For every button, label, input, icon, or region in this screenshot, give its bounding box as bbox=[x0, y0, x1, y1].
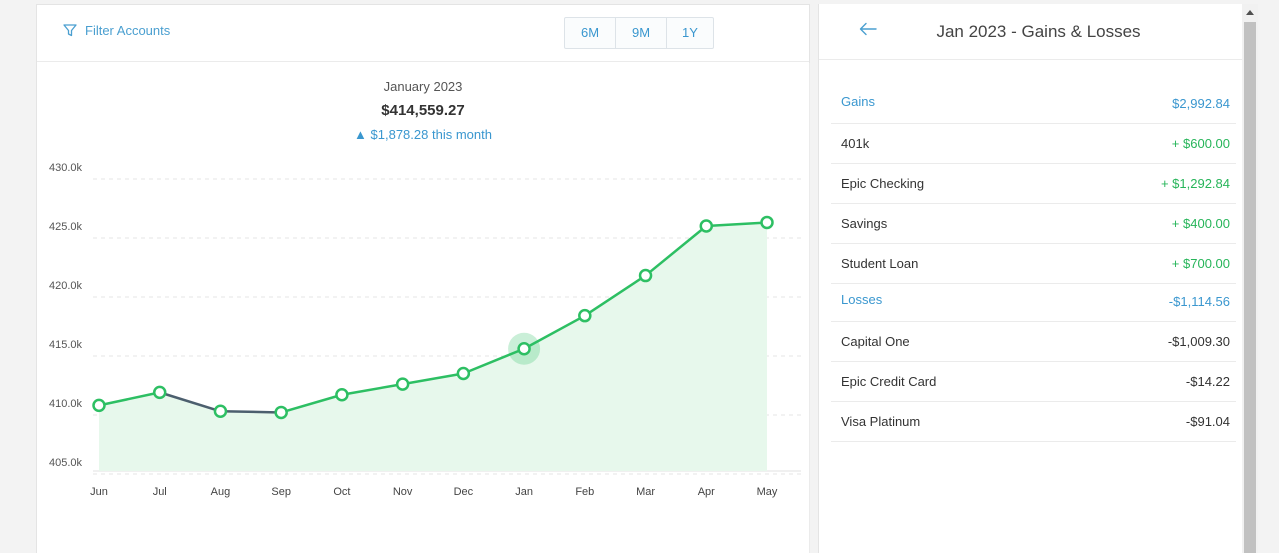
x-tick-label: Mar bbox=[636, 486, 655, 498]
row-label: Savings bbox=[841, 216, 888, 231]
x-tick-label: Apr bbox=[698, 486, 715, 498]
account-row: 401k + $600.00 bbox=[831, 124, 1236, 164]
section-row: Gains $2,992.84 bbox=[831, 86, 1236, 124]
range-1y-button[interactable]: 1Y bbox=[682, 25, 698, 40]
row-label: 401k bbox=[841, 136, 870, 151]
back-button[interactable] bbox=[859, 22, 877, 41]
account-row: Capital One -$1,009.30 bbox=[831, 322, 1236, 362]
net-worth-chart[interactable]: 430.0k 425.0k 420.0k 415.0k 410.0k 405.0k Jun J… bbox=[1, 1, 813, 550]
row-label: Gains bbox=[841, 94, 875, 109]
scroll-up-arrow-icon[interactable] bbox=[1246, 10, 1254, 15]
page-scrollbar[interactable] bbox=[1242, 4, 1258, 553]
account-row: Epic Checking + $1,292.84 bbox=[831, 164, 1236, 204]
data-point bbox=[152, 385, 167, 400]
data-point bbox=[578, 308, 592, 323]
net-worth-panel: Filter Accounts 6M 9M 1Y January 2023 $4… bbox=[36, 4, 810, 553]
account-row: Epic Credit Card -$14.22 bbox=[831, 362, 1236, 402]
y-tick-label: 425.0k bbox=[49, 221, 83, 233]
gains-losses-title: Jan 2023 - Gains & Losses bbox=[936, 22, 1141, 41]
summary-period: January 2023 bbox=[383, 79, 463, 94]
x-tick-label: Sep bbox=[271, 486, 291, 498]
data-point bbox=[456, 366, 471, 381]
x-tick-label: Jul bbox=[153, 486, 167, 498]
row-value: -$1,114.56 bbox=[1168, 294, 1230, 309]
chart-summary: January 2023 $414,559.27 ▲ $1,878.28 thi… bbox=[37, 79, 809, 142]
series-line-segment bbox=[644, 224, 708, 277]
filter-accounts-button[interactable]: Filter Accounts bbox=[63, 23, 170, 38]
series-line-segment bbox=[279, 393, 344, 414]
section-row: Losses -$1,114.56 bbox=[831, 284, 1236, 322]
row-value: $2,992.84 bbox=[1172, 96, 1230, 111]
y-tick-label: 410.0k bbox=[49, 398, 83, 410]
arrow-left-icon bbox=[859, 22, 877, 36]
account-row: Savings + $400.00 bbox=[831, 204, 1236, 244]
summary-change: ▲ $1,878.28 this month bbox=[354, 127, 492, 142]
data-point bbox=[638, 268, 653, 283]
chart-toolbar: Filter Accounts 6M 9M 1Y bbox=[37, 5, 809, 62]
row-value: -$14.22 bbox=[1185, 374, 1230, 389]
x-tick-label: Feb bbox=[575, 486, 594, 498]
data-point bbox=[699, 219, 714, 233]
gains-losses-panel: Jan 2023 - Gains & Losses Gains $2,992.84… bbox=[818, 4, 1242, 553]
series-line-segment bbox=[522, 314, 587, 350]
y-tick-label: 420.0k bbox=[49, 280, 83, 292]
data-point bbox=[395, 377, 410, 391]
data-point bbox=[335, 387, 349, 402]
x-tick-label: Aug bbox=[211, 486, 231, 498]
data-point bbox=[760, 215, 774, 230]
panel-divider bbox=[809, 63, 810, 553]
row-label: Capital One bbox=[841, 334, 910, 349]
filter-icon bbox=[63, 24, 77, 37]
row-label: Visa Platinum bbox=[841, 414, 921, 429]
series-line-segment bbox=[401, 372, 465, 386]
data-point bbox=[213, 404, 228, 419]
x-tick-label: Jan bbox=[515, 486, 533, 498]
row-label: Losses bbox=[841, 292, 883, 307]
summary-total: $414,559.27 bbox=[381, 102, 465, 119]
x-tick-label: Oct bbox=[333, 486, 350, 498]
y-tick-label: 405.0k bbox=[49, 457, 83, 469]
row-label: Epic Checking bbox=[841, 176, 925, 191]
range-6m-button[interactable]: 6M bbox=[565, 18, 616, 48]
series-line-segment bbox=[158, 391, 222, 413]
data-point bbox=[92, 398, 106, 413]
series-line-segment bbox=[705, 221, 769, 228]
data-point bbox=[517, 341, 531, 356]
series-line-segment bbox=[340, 382, 404, 396]
account-row: Visa Platinum -$91.04 bbox=[831, 402, 1236, 442]
row-value: + $1,292.84 bbox=[1160, 176, 1230, 191]
x-tick-label: May bbox=[757, 486, 778, 498]
row-value: + $600.00 bbox=[1171, 136, 1230, 151]
chart-area: January 2023 $414,559.27 ▲ $1,878.28 thi… bbox=[37, 63, 809, 553]
row-value: -$91.04 bbox=[1185, 414, 1230, 429]
row-value: + $400.00 bbox=[1171, 216, 1230, 231]
data-point bbox=[274, 405, 288, 420]
x-tick-label: Dec bbox=[454, 486, 474, 498]
row-value: + $700.00 bbox=[1171, 256, 1230, 271]
range-9m-button[interactable]: 9M bbox=[616, 18, 667, 48]
series-line-segment bbox=[219, 410, 283, 414]
row-label: Epic Credit Card bbox=[841, 374, 937, 389]
area-fill bbox=[99, 222, 767, 471]
y-tick-label: 415.0k bbox=[49, 339, 83, 351]
gains-losses-header: Jan 2023 - Gains & Losses bbox=[819, 4, 1242, 60]
series-line-segment bbox=[462, 347, 526, 375]
scroll-thumb[interactable] bbox=[1244, 22, 1256, 553]
account-row: Student Loan + $700.00 bbox=[831, 244, 1236, 284]
gains-losses-list: Gains $2,992.84 401k + $600.00 Epic Checking… bbox=[831, 86, 1236, 442]
row-value: -$1,009.30 bbox=[1167, 334, 1230, 349]
y-tick-label: 430.0k bbox=[49, 162, 83, 174]
series-line-segment bbox=[97, 391, 161, 407]
series-line-segment bbox=[583, 274, 647, 317]
x-tick-label: Jun bbox=[90, 486, 108, 498]
row-label: Student Loan bbox=[841, 256, 919, 271]
filter-accounts-label: Filter Accounts bbox=[85, 23, 171, 38]
range-selector: 6M 9M 1Y bbox=[564, 17, 714, 49]
x-tick-label: Nov bbox=[393, 486, 413, 498]
